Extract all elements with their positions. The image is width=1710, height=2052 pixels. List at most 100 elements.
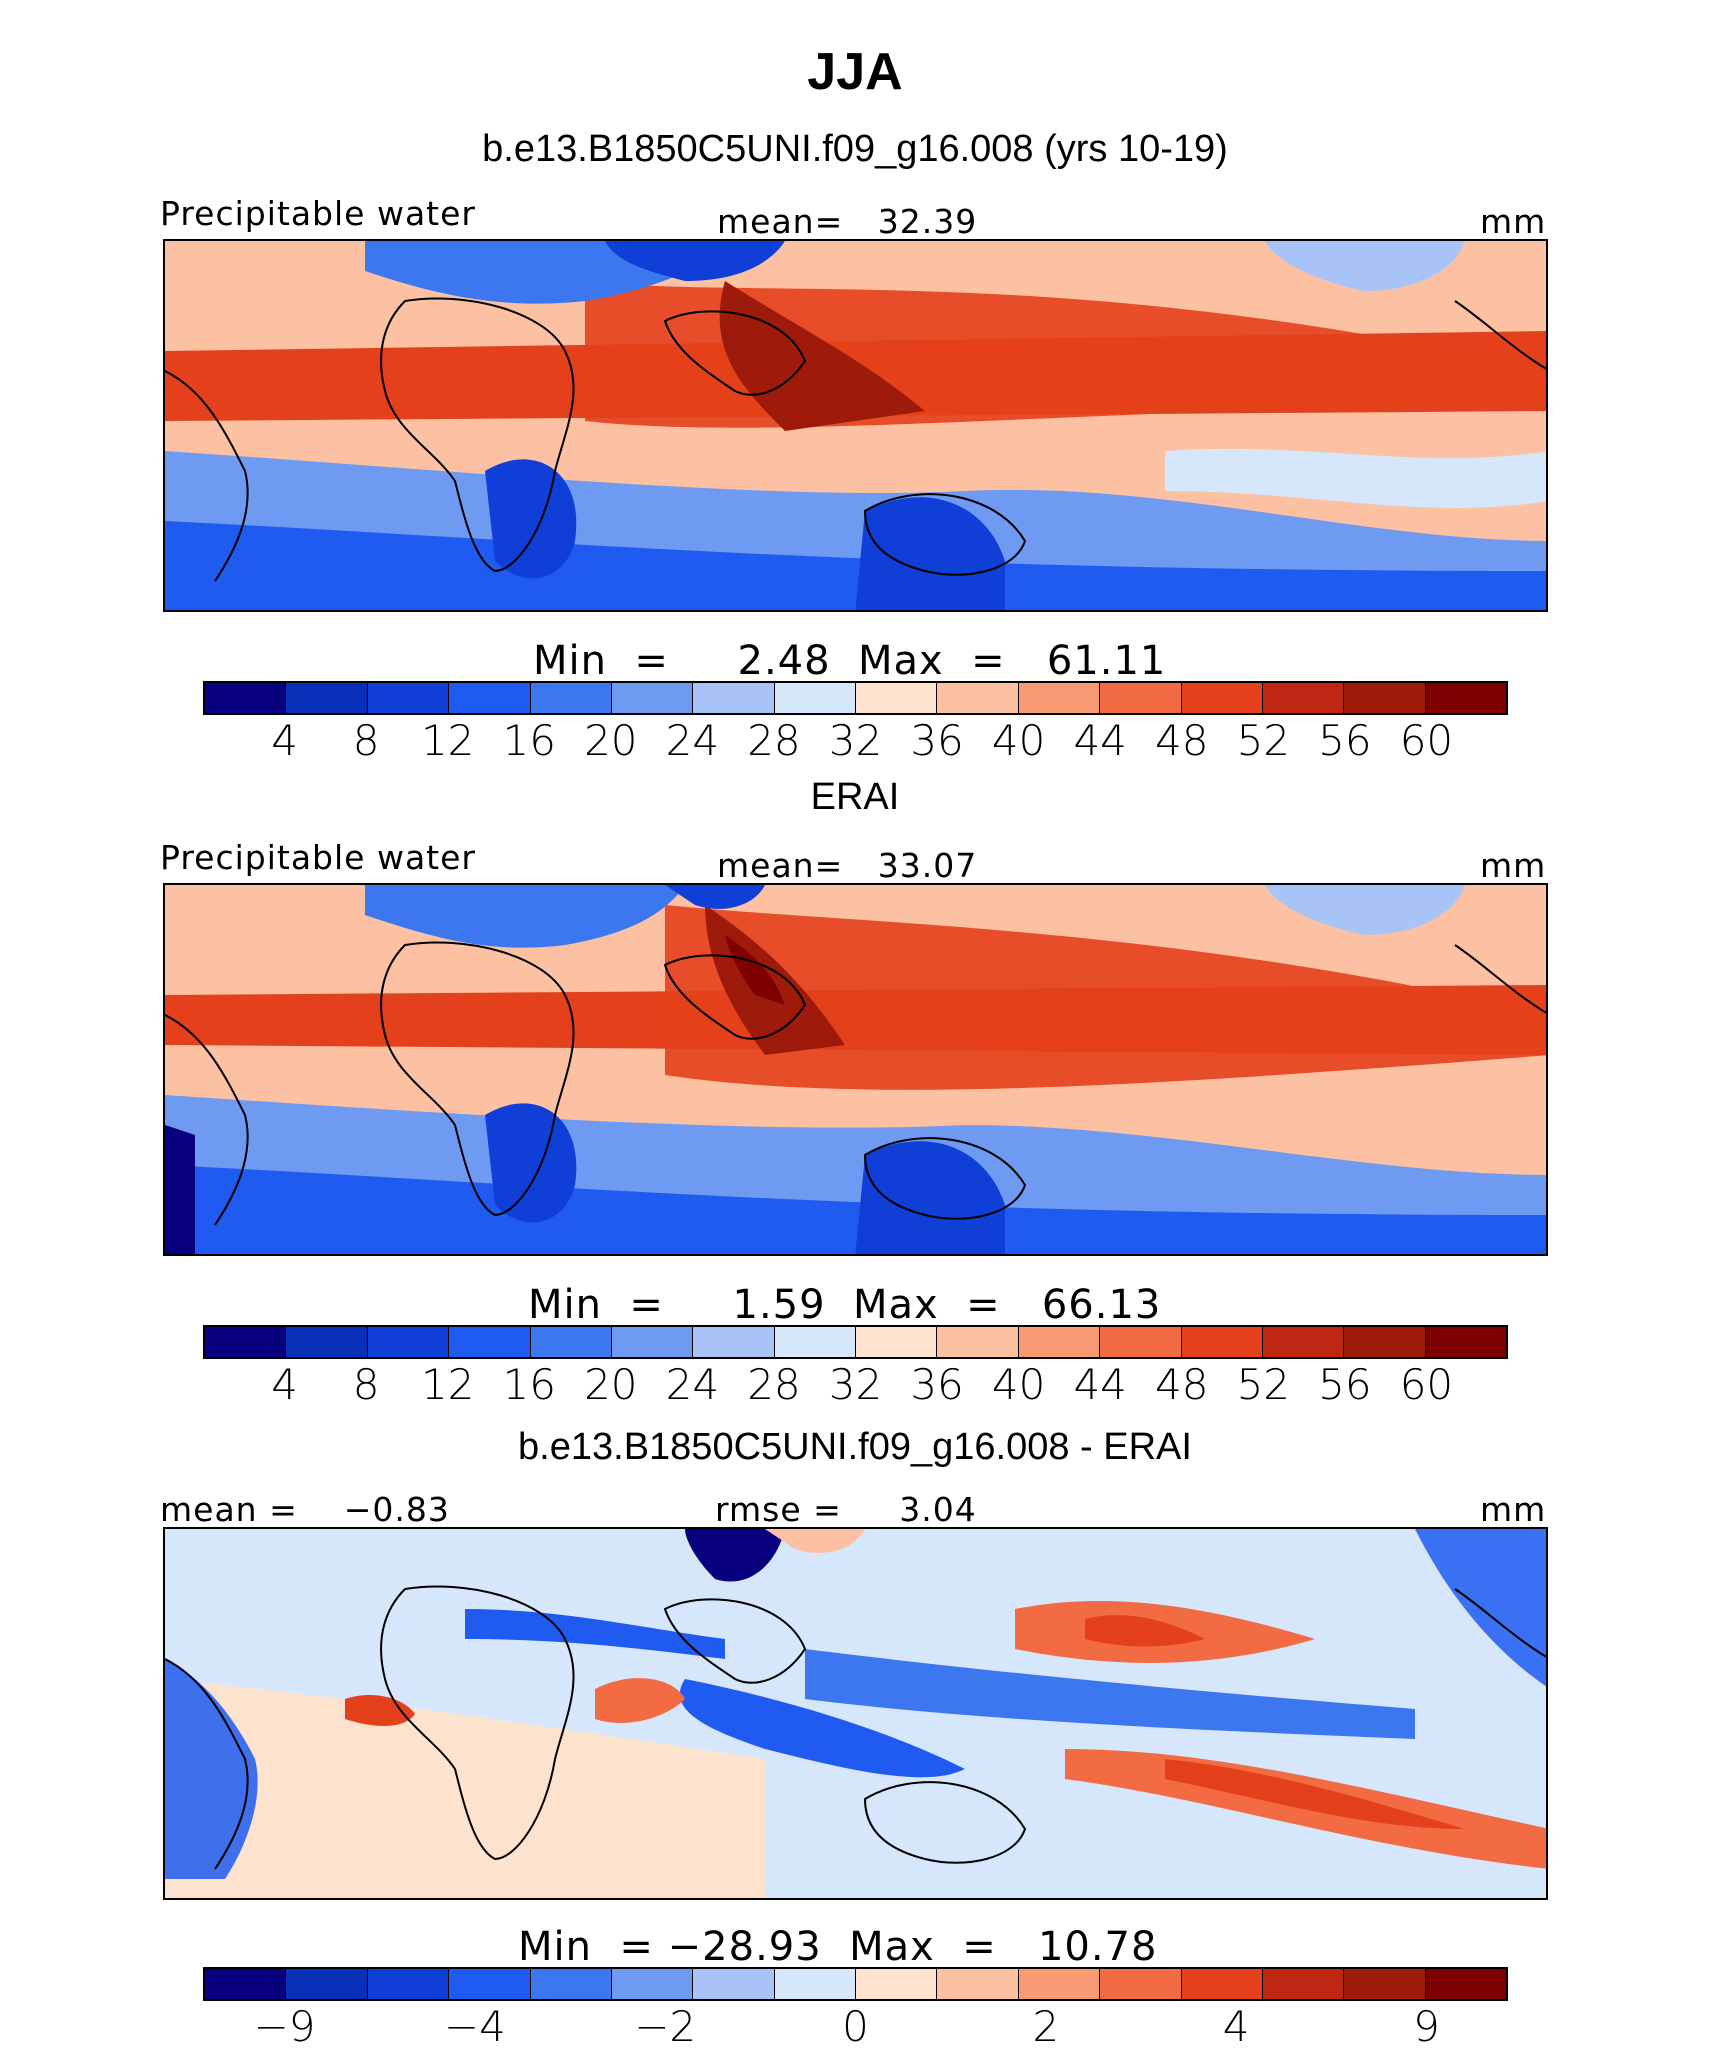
colorbar-tick-label: 44 bbox=[1073, 716, 1127, 765]
panel2-min-value: 1.59 bbox=[732, 1282, 826, 1328]
panel3-min-label: Min bbox=[518, 1924, 592, 1970]
colorbar-tick-label: 4 bbox=[271, 716, 298, 765]
colorbar-swatch bbox=[1425, 683, 1506, 713]
colorbar-tick-label: 2 bbox=[1032, 2002, 1060, 2051]
panel2-colorbar-ticks: 4 8 12 16 20 24 28 32 36 40 44 48 52 56 60 bbox=[203, 1360, 1508, 1410]
panel3-colorbar bbox=[203, 1967, 1508, 2001]
panel1-colorbar-ticks: 4 8 12 16 20 24 28 32 36 40 44 48 52 56 60 bbox=[203, 716, 1508, 766]
panel3-max-value: 10.78 bbox=[1037, 1924, 1158, 1970]
colorbar-tick-label: 52 bbox=[1236, 716, 1291, 765]
colorbar-swatch bbox=[774, 1327, 856, 1357]
panel1-variable-label: Precipitable water bbox=[160, 194, 476, 233]
colorbar-tick-label: 16 bbox=[502, 1360, 556, 1409]
colorbar-swatch bbox=[1262, 1327, 1345, 1357]
colorbar-swatch bbox=[1425, 1327, 1506, 1357]
panel3-min-eq: = bbox=[619, 1924, 654, 1970]
panel3-rmse-readout: rmse = 3.04 bbox=[715, 1490, 977, 1529]
colorbar-swatch bbox=[1262, 1969, 1345, 1999]
colorbar-swatch bbox=[367, 1327, 450, 1357]
panel1-map bbox=[163, 239, 1548, 612]
colorbar-swatch bbox=[1018, 1327, 1101, 1357]
panel1-max-label: Max bbox=[858, 638, 944, 684]
panel3-map bbox=[163, 1527, 1548, 1900]
panel2-map bbox=[163, 883, 1548, 1256]
colorbar-swatch bbox=[937, 1327, 1019, 1357]
colorbar-swatch bbox=[937, 683, 1019, 713]
colorbar-swatch bbox=[367, 1969, 450, 1999]
panel2-variable-label: Precipitable water bbox=[160, 838, 476, 877]
panel3-tibet-negative bbox=[685, 1529, 785, 1582]
panel3-minmax-readout: Min = −28.93 Max = 10.78 bbox=[518, 1924, 1157, 1970]
panel3-maritime-negative bbox=[679, 1679, 965, 1778]
colorbar-tick-label: 4 bbox=[1222, 2002, 1250, 2051]
colorbar-tick-label: 0 bbox=[842, 2002, 869, 2051]
colorbar-tick-label: 56 bbox=[1318, 716, 1372, 765]
colorbar-swatch bbox=[1344, 683, 1426, 713]
panel1-australia-dry bbox=[855, 497, 1005, 610]
colorbar-tick-label: 36 bbox=[910, 1360, 964, 1409]
panel2-colorbar bbox=[203, 1325, 1508, 1359]
colorbar-tick-label: 9 bbox=[1413, 2002, 1440, 2051]
panel1-subtitle: b.e13.B1850C5UNI.f09_g16.008 (yrs 10-19) bbox=[482, 128, 1228, 170]
colorbar-tick-label: 32 bbox=[828, 1360, 883, 1409]
panel1-max-eq: = bbox=[971, 638, 1006, 684]
panel1-minmax-readout: Min = 2.48 Max = 61.11 bbox=[533, 638, 1166, 684]
colorbar-swatch bbox=[1344, 1327, 1426, 1357]
colorbar-tick-label: −2 bbox=[634, 2002, 697, 2051]
colorbar-swatch bbox=[286, 1327, 368, 1357]
colorbar-tick-label: 40 bbox=[991, 716, 1046, 765]
panel1-min-eq: = bbox=[634, 638, 669, 684]
colorbar-tick-label: 32 bbox=[828, 716, 883, 765]
colorbar-swatch bbox=[856, 1969, 938, 1999]
colorbar-swatch bbox=[856, 1327, 938, 1357]
colorbar-tick-label: 28 bbox=[747, 716, 801, 765]
colorbar-tick-label: 40 bbox=[991, 1360, 1046, 1409]
panel1-coastlines bbox=[165, 297, 1546, 582]
panel2-minmax-readout: Min = 1.59 Max = 66.13 bbox=[528, 1282, 1161, 1328]
panel1-monsoon-core bbox=[719, 281, 925, 431]
colorbar-swatch bbox=[1018, 683, 1101, 713]
panel2-coastlines bbox=[165, 941, 1546, 1226]
panel2-units: mm bbox=[1480, 846, 1547, 885]
colorbar-swatch bbox=[530, 1327, 612, 1357]
colorbar-tick-label: 8 bbox=[352, 1360, 380, 1409]
colorbar-swatch bbox=[1181, 683, 1263, 713]
colorbar-tick-label: −9 bbox=[253, 2002, 316, 2051]
colorbar-tick-label: 48 bbox=[1155, 716, 1209, 765]
colorbar-swatch bbox=[1018, 1969, 1101, 1999]
colorbar-swatch bbox=[937, 1969, 1019, 1999]
colorbar-swatch bbox=[205, 683, 287, 713]
panel2-min-eq: = bbox=[629, 1282, 664, 1328]
colorbar-tick-label: 56 bbox=[1318, 1360, 1372, 1409]
colorbar-swatch bbox=[449, 683, 531, 713]
colorbar-tick-label: 8 bbox=[352, 716, 380, 765]
colorbar-tick-label: 16 bbox=[502, 716, 556, 765]
colorbar-swatch bbox=[1100, 1969, 1182, 1999]
colorbar-swatch bbox=[693, 1327, 775, 1357]
panel1-units: mm bbox=[1480, 202, 1547, 241]
colorbar-swatch bbox=[693, 683, 775, 713]
colorbar-tick-label: 36 bbox=[910, 716, 964, 765]
colorbar-swatch bbox=[449, 1969, 531, 1999]
colorbar-swatch bbox=[1100, 1327, 1182, 1357]
panel2-max-eq: = bbox=[966, 1282, 1001, 1328]
panel3-coastlines bbox=[165, 1585, 1546, 1870]
panel3-max-eq: = bbox=[962, 1924, 997, 1970]
panel1-mean-readout: mean= 32.39 bbox=[717, 202, 977, 241]
colorbar-tick-label: 48 bbox=[1155, 1360, 1209, 1409]
colorbar-swatch bbox=[1344, 1969, 1426, 1999]
panel3-rmse-value: 3.04 bbox=[899, 1490, 977, 1529]
colorbar-swatch bbox=[1181, 1327, 1263, 1357]
colorbar-tick-label: 52 bbox=[1236, 1360, 1291, 1409]
colorbar-swatch bbox=[286, 683, 368, 713]
colorbar-swatch bbox=[1262, 683, 1345, 713]
colorbar-swatch bbox=[205, 1327, 287, 1357]
panel2-monsoon-core bbox=[725, 935, 785, 1005]
colorbar-tick-label: 24 bbox=[665, 1360, 720, 1409]
colorbar-tick-label: 20 bbox=[584, 1360, 638, 1409]
panel2-mean-label: mean= bbox=[717, 846, 844, 885]
panel2-max-label: Max bbox=[853, 1282, 939, 1328]
colorbar-swatch bbox=[856, 683, 938, 713]
colorbar-swatch bbox=[530, 683, 612, 713]
colorbar-tick-label: 60 bbox=[1399, 716, 1454, 765]
